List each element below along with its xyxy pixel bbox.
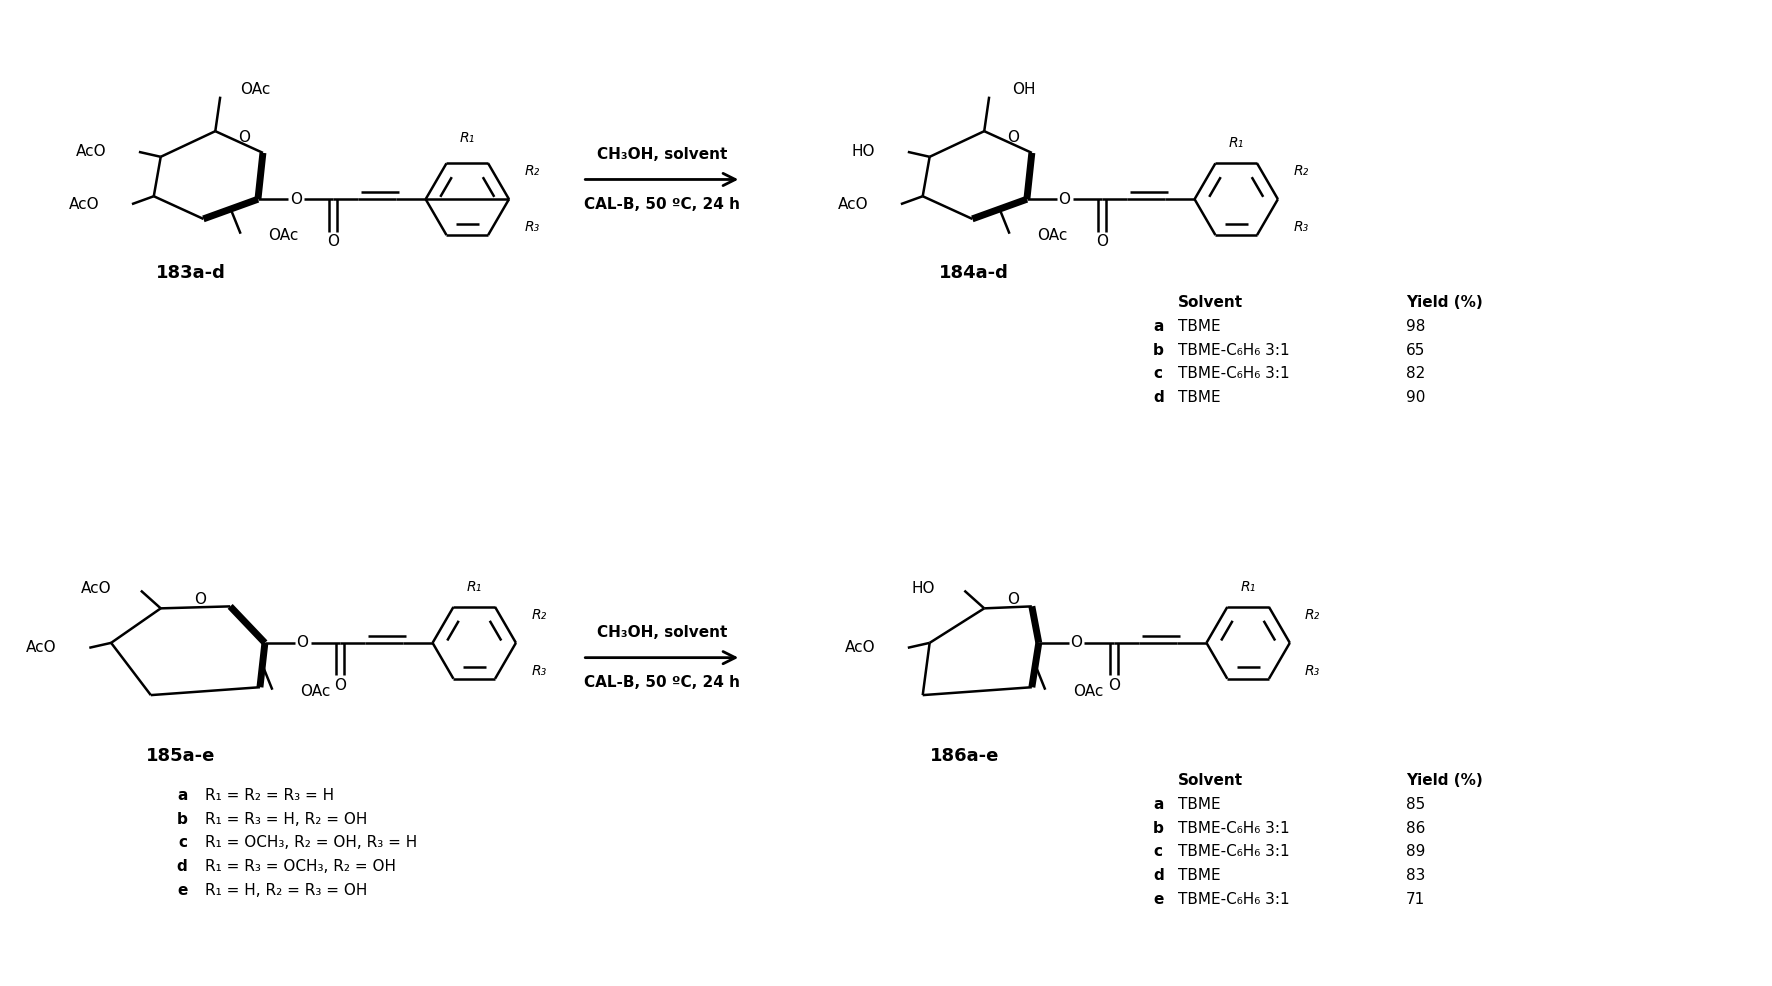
Text: AcO: AcO <box>27 640 57 656</box>
Text: 82: 82 <box>1405 366 1425 382</box>
Text: c: c <box>1154 844 1162 860</box>
Text: 98: 98 <box>1405 318 1425 334</box>
Text: O: O <box>237 129 250 145</box>
Text: Solvent: Solvent <box>1178 773 1242 789</box>
Text: 65: 65 <box>1405 342 1425 358</box>
Text: TBME: TBME <box>1178 868 1221 883</box>
Text: OAc: OAc <box>1074 684 1104 699</box>
Text: O: O <box>328 234 340 249</box>
Text: 86: 86 <box>1405 820 1425 836</box>
Text: R₂: R₂ <box>525 164 539 178</box>
Text: R₃: R₃ <box>1304 664 1320 678</box>
Text: 183a-d: 183a-d <box>156 264 225 282</box>
Text: O: O <box>1108 677 1120 693</box>
Text: OAc: OAc <box>239 82 271 98</box>
Text: AcO: AcO <box>838 196 868 212</box>
Text: R₁ = H, R₂ = R₃ = OH: R₁ = H, R₂ = R₃ = OH <box>206 882 369 898</box>
Text: CH₃OH, solvent: CH₃OH, solvent <box>597 625 727 641</box>
Text: TBME: TBME <box>1178 797 1221 812</box>
Text: c: c <box>179 835 188 851</box>
Text: R₁ = R₃ = H, R₂ = OH: R₁ = R₃ = H, R₂ = OH <box>206 811 369 827</box>
Text: R₁ = R₂ = R₃ = H: R₁ = R₂ = R₃ = H <box>206 788 335 804</box>
Text: R₃: R₃ <box>532 664 546 678</box>
Text: 185a-e: 185a-e <box>145 747 214 765</box>
Text: b: b <box>1154 342 1164 358</box>
Text: R₂: R₂ <box>1294 164 1308 178</box>
Text: TBME-C₆H₆ 3:1: TBME-C₆H₆ 3:1 <box>1178 366 1290 382</box>
Text: Yield (%): Yield (%) <box>1405 295 1483 311</box>
Text: d: d <box>1154 389 1164 405</box>
Text: OH: OH <box>1012 82 1035 98</box>
Text: TBME-C₆H₆ 3:1: TBME-C₆H₆ 3:1 <box>1178 820 1290 836</box>
Text: Solvent: Solvent <box>1178 295 1242 311</box>
Text: R₁: R₁ <box>1240 580 1256 594</box>
Text: 85: 85 <box>1405 797 1425 812</box>
Text: O: O <box>1006 129 1019 145</box>
Text: AcO: AcO <box>845 640 875 656</box>
Text: d: d <box>177 859 188 875</box>
Text: 89: 89 <box>1405 844 1425 860</box>
Text: O: O <box>195 592 206 607</box>
Text: R₁: R₁ <box>466 580 482 594</box>
Text: CH₃OH, solvent: CH₃OH, solvent <box>597 147 727 163</box>
Text: TBME-C₆H₆ 3:1: TBME-C₆H₆ 3:1 <box>1178 844 1290 860</box>
Text: OAc: OAc <box>299 684 331 699</box>
Text: 184a-d: 184a-d <box>939 264 1010 282</box>
Text: R₃: R₃ <box>1294 220 1308 235</box>
Text: a: a <box>1154 318 1162 334</box>
Text: e: e <box>177 882 188 898</box>
Text: O: O <box>289 191 301 207</box>
Text: CAL-B, 50 ºC, 24 h: CAL-B, 50 ºC, 24 h <box>583 196 739 212</box>
Text: AcO: AcO <box>76 144 106 160</box>
Text: R₁ = OCH₃, R₂ = OH, R₃ = H: R₁ = OCH₃, R₂ = OH, R₃ = H <box>206 835 418 851</box>
Text: TBME-C₆H₆ 3:1: TBME-C₆H₆ 3:1 <box>1178 342 1290 358</box>
Text: TBME: TBME <box>1178 389 1221 405</box>
Text: e: e <box>1154 891 1162 907</box>
Text: b: b <box>1154 820 1164 836</box>
Text: 90: 90 <box>1405 389 1425 405</box>
Text: R₂: R₂ <box>1304 607 1320 622</box>
Text: R₁: R₁ <box>1228 136 1244 150</box>
Text: a: a <box>1154 797 1162 812</box>
Text: O: O <box>1097 234 1108 249</box>
Text: OAc: OAc <box>1037 228 1069 244</box>
Text: O: O <box>1006 592 1019 607</box>
Text: OAc: OAc <box>268 228 299 244</box>
Text: R₁ = R₃ = OCH₃, R₂ = OH: R₁ = R₃ = OCH₃, R₂ = OH <box>206 859 397 875</box>
Text: R₃: R₃ <box>525 220 539 235</box>
Text: R₂: R₂ <box>532 607 546 622</box>
Text: a: a <box>177 788 188 804</box>
Text: R₁: R₁ <box>459 131 475 145</box>
Text: b: b <box>177 811 188 827</box>
Text: TBME: TBME <box>1178 318 1221 334</box>
Text: O: O <box>296 635 308 651</box>
Text: CAL-B, 50 ºC, 24 h: CAL-B, 50 ºC, 24 h <box>583 674 739 690</box>
Text: 83: 83 <box>1405 868 1425 883</box>
Text: AcO: AcO <box>80 581 112 597</box>
Text: TBME-C₆H₆ 3:1: TBME-C₆H₆ 3:1 <box>1178 891 1290 907</box>
Text: HO: HO <box>911 581 934 597</box>
Text: O: O <box>335 677 346 693</box>
Text: O: O <box>1058 191 1070 207</box>
Text: AcO: AcO <box>69 196 99 212</box>
Text: c: c <box>1154 366 1162 382</box>
Text: 71: 71 <box>1405 891 1425 907</box>
Text: O: O <box>1070 635 1083 651</box>
Text: 186a-e: 186a-e <box>930 747 999 765</box>
Text: HO: HO <box>852 144 875 160</box>
Text: Yield (%): Yield (%) <box>1405 773 1483 789</box>
Text: d: d <box>1154 868 1164 883</box>
